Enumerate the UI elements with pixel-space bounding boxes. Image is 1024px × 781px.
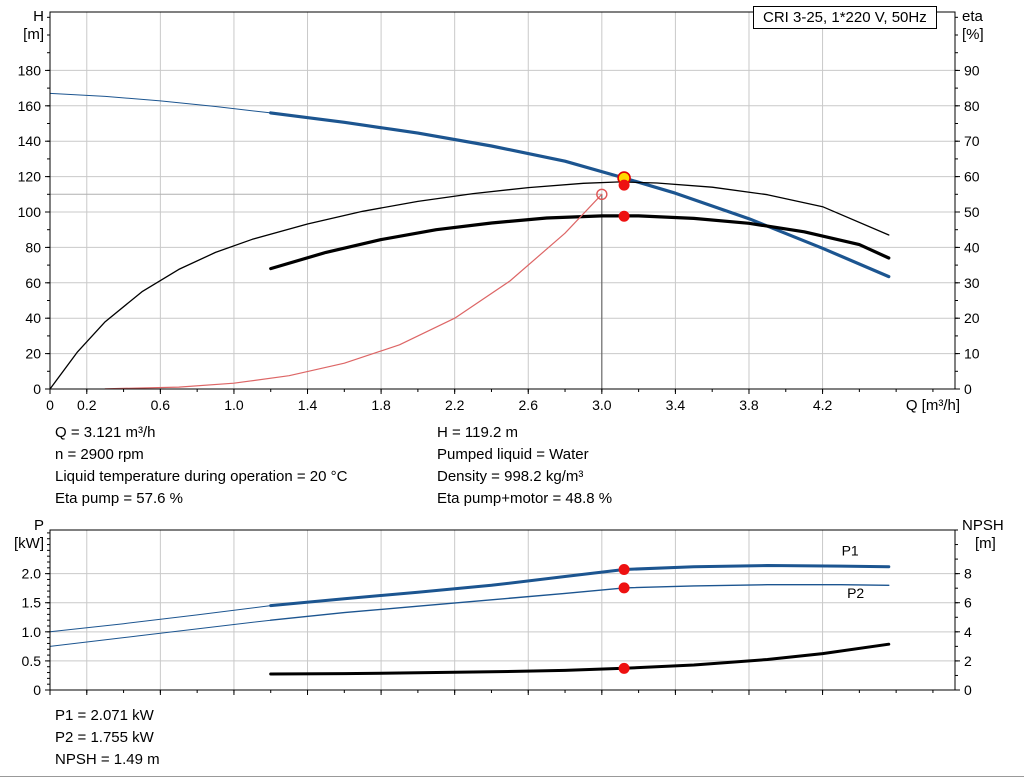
svg-text:90: 90 <box>964 62 980 78</box>
head-axis-title: H [m] <box>0 8 44 44</box>
svg-text:100: 100 <box>18 204 42 220</box>
svg-text:80: 80 <box>25 239 41 255</box>
power-axis-unit: [kW] <box>14 535 44 552</box>
svg-text:2.0: 2.0 <box>22 566 42 582</box>
p2-readout: P2 = 1.755 kW <box>55 729 154 746</box>
power-axis-symbol: P <box>33 517 44 534</box>
head-readout: H = 119.2 m <box>437 424 519 441</box>
power-axis-title: P [kW] <box>0 517 44 553</box>
svg-text:P1: P1 <box>842 543 859 559</box>
svg-text:40: 40 <box>964 239 980 255</box>
svg-text:0.5: 0.5 <box>22 653 42 669</box>
svg-text:6: 6 <box>964 595 972 611</box>
eta-pump-motor-readout: Eta pump+motor = 48.8 % <box>437 490 613 507</box>
svg-text:1.0: 1.0 <box>224 397 244 413</box>
svg-text:60: 60 <box>25 275 41 291</box>
svg-text:4: 4 <box>964 624 972 640</box>
svg-text:0: 0 <box>964 381 972 397</box>
svg-text:3.4: 3.4 <box>666 397 686 413</box>
svg-text:0.2: 0.2 <box>77 397 97 413</box>
power-npsh-chart-canvas: 0 0.5 1.0 1.5 2.0 0 2 4 6 8 P1 P2 <box>22 529 972 698</box>
head-axis-unit: [m] <box>23 26 44 43</box>
svg-text:20: 20 <box>25 346 41 362</box>
svg-text:1.4: 1.4 <box>298 397 318 413</box>
liquid-temperature-readout: Liquid temperature during operation = 20… <box>55 468 348 485</box>
svg-text:1.5: 1.5 <box>22 595 42 611</box>
svg-text:30: 30 <box>964 275 980 291</box>
page-bottom-rule <box>0 776 1024 777</box>
power-npsh-readout: P1 = 2.071 kW P2 = 1.755 kW NPSH = 1.49 … <box>55 705 160 771</box>
eta-axis-unit: [%] <box>962 26 984 43</box>
flow-axis-title: Q [m³/h] <box>905 397 960 414</box>
svg-text:4.2: 4.2 <box>813 397 833 413</box>
svg-text:P2: P2 <box>847 585 864 601</box>
eta-axis-title: eta [%] <box>962 8 1022 44</box>
density-readout: Density = 998.2 kg/m³ <box>437 468 584 485</box>
svg-text:2.2: 2.2 <box>445 397 465 413</box>
svg-text:3.0: 3.0 <box>592 397 612 413</box>
svg-text:10: 10 <box>964 346 980 362</box>
npsh-axis-symbol: NPSH <box>962 517 1004 534</box>
svg-text:80: 80 <box>964 98 980 114</box>
npsh-readout: NPSH = 1.49 m <box>55 751 160 768</box>
npsh-axis-unit: [m] <box>975 535 996 552</box>
p1-readout: P1 = 2.071 kW <box>55 707 154 724</box>
svg-text:0: 0 <box>33 381 41 397</box>
svg-text:2.6: 2.6 <box>519 397 539 413</box>
svg-text:0: 0 <box>46 397 54 413</box>
svg-text:120: 120 <box>18 169 42 185</box>
svg-text:40: 40 <box>25 310 41 326</box>
pumped-liquid-readout: Pumped liquid = Water <box>437 446 589 463</box>
npsh-axis-title: NPSH [m] <box>962 517 1022 553</box>
eta-axis-symbol: eta <box>962 8 983 25</box>
svg-text:50: 50 <box>964 204 980 220</box>
head-axis-symbol: H <box>33 8 44 25</box>
svg-text:180: 180 <box>18 62 42 78</box>
flow-readout: Q = 3.121 m³/h <box>55 424 156 441</box>
svg-text:20: 20 <box>964 310 980 326</box>
svg-text:160: 160 <box>18 98 42 114</box>
svg-text:1.8: 1.8 <box>371 397 391 413</box>
svg-text:0.6: 0.6 <box>151 397 171 413</box>
qh-eta-chart-canvas: 0 0.2 0.6 1.0 1.4 1.8 2.2 2.6 3.0 3.4 3.8 4.2 0 20 40 6… <box>18 11 980 413</box>
svg-text:60: 60 <box>964 169 980 185</box>
svg-text:0: 0 <box>964 682 972 698</box>
eta-pump-readout: Eta pump = 57.6 % <box>55 490 183 507</box>
duty-readout-right: H = 119.2 m Pumped liquid = Water Densit… <box>437 422 612 510</box>
duty-readout-left: Q = 3.121 m³/h n = 2900 rpm Liquid tempe… <box>55 422 347 510</box>
pump-model-box: CRI 3-25, 1*220 V, 50Hz <box>753 6 937 29</box>
svg-text:1.0: 1.0 <box>22 624 42 640</box>
speed-readout: n = 2900 rpm <box>55 446 144 463</box>
svg-text:3.8: 3.8 <box>739 397 759 413</box>
pump-model-label: CRI 3-25, 1*220 V, 50Hz <box>763 9 927 26</box>
svg-text:8: 8 <box>964 566 972 582</box>
svg-text:140: 140 <box>18 133 42 149</box>
svg-text:2: 2 <box>964 653 972 669</box>
svg-text:0: 0 <box>33 682 41 698</box>
svg-text:70: 70 <box>964 133 980 149</box>
